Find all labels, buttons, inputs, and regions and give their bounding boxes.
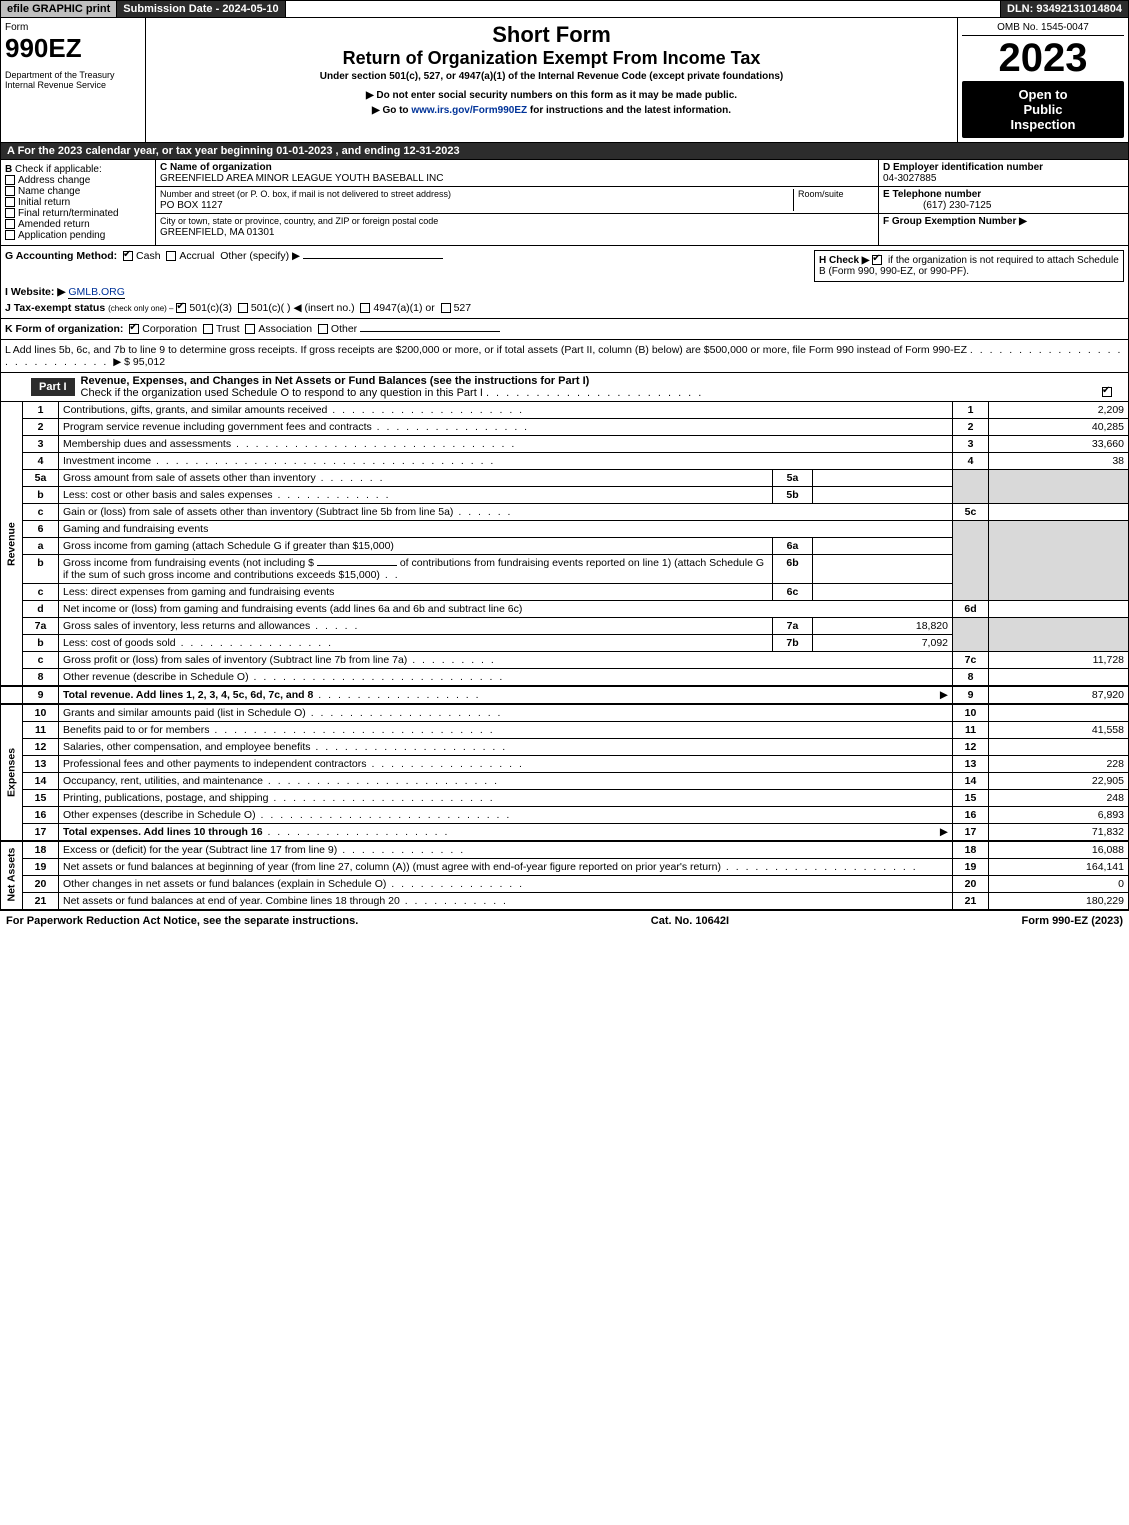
line3-value: 33,660 [989,436,1129,453]
line20-value: 0 [989,876,1129,893]
checkbox-initial-return[interactable] [5,197,15,207]
return-title: Return of Organization Exempt From Incom… [150,48,953,69]
part1-label: Part I [31,378,75,396]
checkbox-other-org[interactable] [318,324,328,334]
section-a-bar: A For the 2023 calendar year, or tax yea… [0,143,1129,160]
checkbox-schedule-o[interactable] [1102,387,1112,397]
line9-value: 87,920 [989,686,1129,704]
under-section: Under section 501(c), 527, or 4947(a)(1)… [150,71,953,82]
checkbox-association[interactable] [245,324,255,334]
line2-value: 40,285 [989,419,1129,436]
checkbox-name-change[interactable] [5,186,15,196]
line14-value: 22,905 [989,773,1129,790]
checkbox-final-return[interactable] [5,208,15,218]
entity-info-block: B Check if applicable: Address change Na… [0,160,1129,246]
omb-number: OMB No. 1545-0047 [962,22,1124,36]
org-name: GREENFIELD AREA MINOR LEAGUE YOUTH BASEB… [160,173,443,184]
dept-label: Department of the Treasury Internal Reve… [5,70,141,90]
checkbox-4947[interactable] [360,303,370,313]
gross-receipts: ▶ $ 95,012 [113,356,165,368]
line18-value: 16,088 [989,841,1129,859]
catalog-number: Cat. No. 10642I [651,915,729,927]
line21-value: 180,229 [989,893,1129,910]
checkbox-501c3[interactable] [176,303,186,313]
h-box: H Check ▶ if the organization is not req… [814,250,1124,282]
short-form-title: Short Form [150,22,953,48]
line16-value: 6,893 [989,807,1129,824]
open-inspection-badge: Open to Public Inspection [962,81,1124,138]
checkbox-h[interactable] [872,255,882,265]
city-state-zip: GREENFIELD, MA 01301 [160,227,275,238]
form-header: Form 990EZ Department of the Treasury In… [0,18,1129,143]
line11-value: 41,558 [989,722,1129,739]
part1-table: Revenue 1 Contributions, gifts, grants, … [0,402,1129,910]
street-address: PO BOX 1127 [160,200,223,211]
checkbox-trust[interactable] [203,324,213,334]
checkbox-application-pending[interactable] [5,230,15,240]
checkbox-accrual[interactable] [166,251,176,261]
goto-link[interactable]: www.irs.gov/Form990EZ [411,105,527,116]
checkbox-address-change[interactable] [5,175,15,185]
line4-value: 38 [989,453,1129,470]
page-footer: For Paperwork Reduction Act Notice, see … [0,910,1129,931]
phone-value: (617) 230-7125 [883,200,991,211]
ein-value: 04-3027885 [883,173,936,184]
group-exemption: F Group Exemption Number ▶ [883,216,1027,227]
checkbox-501c[interactable] [238,303,248,313]
top-bar: efile GRAPHIC print Submission Date - 20… [0,0,1129,18]
expenses-vertical-label: Expenses [1,704,23,841]
netassets-vertical-label: Net Assets [1,841,23,910]
form-word: Form [5,22,141,33]
no-ssn: ▶ Do not enter social security numbers o… [150,90,953,101]
revenue-vertical-label: Revenue [1,402,23,686]
line13-value: 228 [989,756,1129,773]
line19-value: 164,141 [989,859,1129,876]
submission-date: Submission Date - 2024-05-10 [117,1,285,17]
form-number: 990EZ [5,33,141,64]
line15-value: 248 [989,790,1129,807]
paperwork-notice: For Paperwork Reduction Act Notice, see … [6,915,358,927]
line7a-value: 18,820 [813,618,953,635]
line1-value: 2,209 [989,402,1129,419]
line7c-value: 11,728 [989,652,1129,669]
goto-line: ▶ Go to www.irs.gov/Form990EZ for instru… [150,105,953,116]
line7b-value: 7,092 [813,635,953,652]
website-link[interactable]: GMLB.ORG [68,286,125,299]
tax-year: 2023 [962,36,1124,81]
dln-label: DLN: 93492131014804 [1001,1,1128,17]
efile-print-label: efile GRAPHIC print [1,1,117,17]
checkbox-cash[interactable] [123,251,133,261]
line-l: L Add lines 5b, 6c, and 7b to line 9 to … [0,340,1129,373]
accounting-website-block: G Accounting Method: Cash Accrual Other … [0,246,1129,319]
line17-value: 71,832 [989,824,1129,842]
checkbox-amended-return[interactable] [5,219,15,229]
checkbox-corporation[interactable] [129,324,139,334]
part1-header: Part I Revenue, Expenses, and Changes in… [0,373,1129,402]
checkbox-527[interactable] [441,303,451,313]
